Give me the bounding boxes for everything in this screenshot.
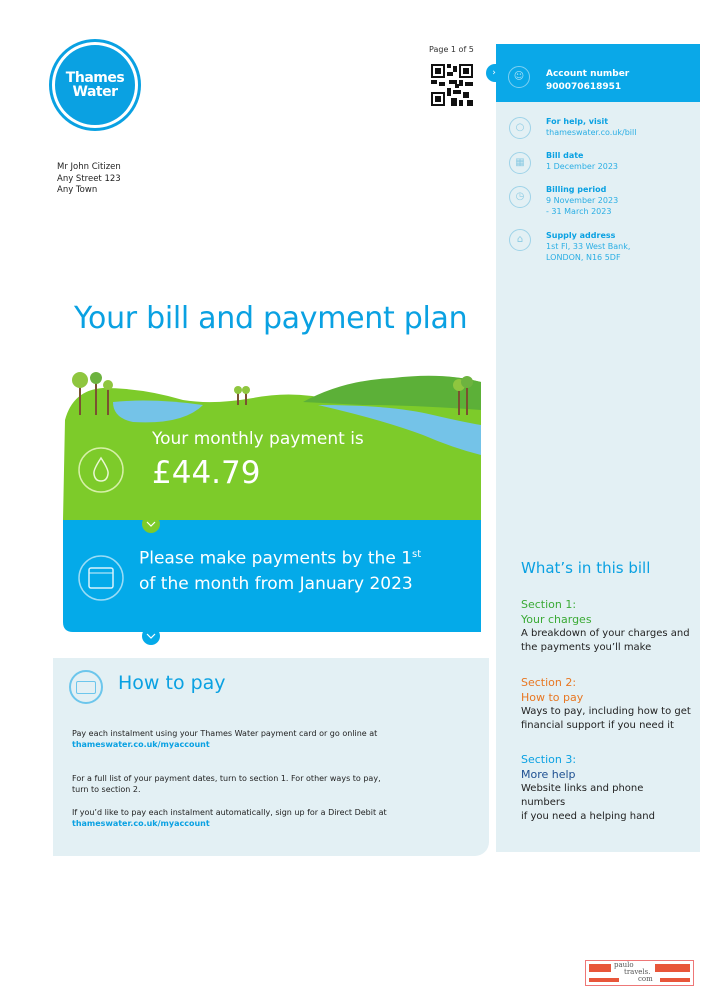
recipient-name: Mr John Citizen bbox=[57, 162, 121, 172]
clock-icon: ◷ bbox=[509, 186, 531, 208]
qr-code bbox=[431, 64, 473, 106]
bill-date-label: Bill date bbox=[546, 151, 584, 160]
recipient-street: Any Street 123 bbox=[57, 173, 121, 184]
how-to-pay-p1: Pay each instalment using your Thames Wa… bbox=[72, 729, 378, 738]
help-link[interactable]: thameswater.co.uk/bill bbox=[546, 128, 637, 137]
calendar-icon: ▦ bbox=[509, 152, 531, 174]
water-drop-icon bbox=[78, 447, 124, 493]
billing-period-end: - 31 March 2023 bbox=[546, 207, 612, 216]
how-to-pay-box: How to pay Pay each instalment using you… bbox=[53, 658, 489, 856]
how-to-pay-title: How to pay bbox=[118, 672, 226, 694]
supply-address-line2: LONDON, N16 5DF bbox=[546, 253, 621, 262]
chevron-down-icon bbox=[142, 515, 160, 533]
contents-section-1[interactable]: Section 1: Your charges A breakdown of y… bbox=[521, 598, 690, 653]
expand-tab-button[interactable]: › bbox=[486, 64, 502, 82]
contents-section-2[interactable]: Section 2: How to pay Ways to pay, inclu… bbox=[521, 676, 691, 731]
dark-hill bbox=[303, 375, 481, 410]
billing-period-start: 9 November 2023 bbox=[546, 196, 619, 205]
river bbox=[318, 405, 481, 455]
blue-panel bbox=[63, 520, 481, 632]
payment-hero-illustration bbox=[63, 372, 481, 645]
chevron-down-icon bbox=[142, 627, 160, 645]
calendar-icon bbox=[78, 555, 124, 601]
account-number-value: 900070618951 bbox=[546, 82, 622, 92]
help-label: For help, visit bbox=[546, 117, 609, 126]
mouse-icon: ○ bbox=[509, 117, 531, 139]
info-sidebar bbox=[496, 44, 700, 852]
watermark-logo: paulo travels. com bbox=[585, 960, 694, 986]
account-number-panel: ☺ Account number 900070618951 bbox=[496, 44, 700, 102]
recipient-address: Mr John Citizen Any Street 123 Any Town bbox=[57, 162, 121, 197]
trees bbox=[72, 372, 473, 415]
recipient-town: Any Town bbox=[57, 185, 98, 195]
monthly-payment-amount: £44.79 bbox=[152, 455, 261, 491]
contents-section-3[interactable]: Section 3: More help Website links and p… bbox=[521, 753, 655, 822]
billing-period-label: Billing period bbox=[546, 185, 607, 194]
lake bbox=[113, 400, 203, 423]
house-icon: ⌂ bbox=[509, 229, 531, 251]
bill-date-value: 1 December 2023 bbox=[546, 162, 619, 171]
supply-address-line1: 1st Fl, 33 West Bank, bbox=[546, 242, 631, 251]
supply-address-label: Supply address bbox=[546, 231, 616, 240]
contents-title: What’s in this bill bbox=[521, 559, 651, 577]
payment-card-icon bbox=[69, 670, 103, 704]
page-indicator: Page 1 of 5 bbox=[429, 45, 474, 54]
how-to-pay-p3: If you’d like to pay each instalment aut… bbox=[72, 808, 387, 817]
payment-due-text: Please make payments by the 1st of the m… bbox=[139, 548, 422, 594]
thames-water-logo: Thames Water bbox=[52, 42, 138, 128]
direct-debit-link[interactable]: thameswater.co.uk/myaccount bbox=[72, 819, 210, 828]
user-icon: ☺ bbox=[508, 66, 530, 88]
account-number-label: Account number bbox=[546, 69, 630, 79]
myaccount-link[interactable]: thameswater.co.uk/myaccount bbox=[72, 740, 210, 749]
monthly-payment-label: Your monthly payment is bbox=[152, 429, 364, 449]
how-to-pay-p2: For a full list of your payment dates, t… bbox=[72, 774, 381, 794]
page-title: Your bill and payment plan bbox=[74, 301, 468, 336]
